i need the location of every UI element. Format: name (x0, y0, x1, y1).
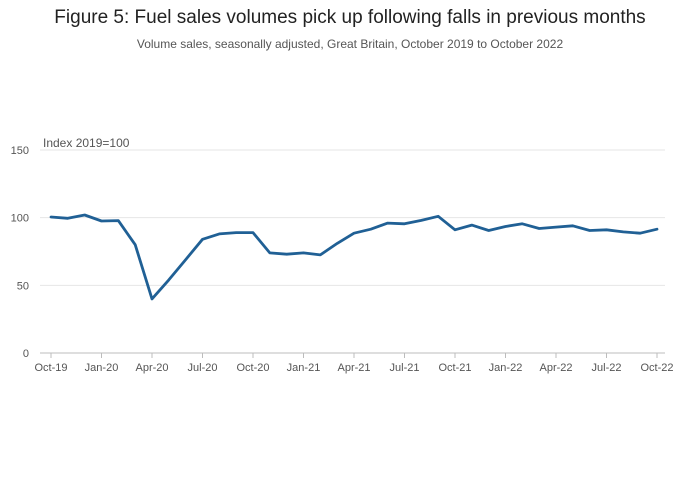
chart-title: Figure 5: Fuel sales volumes pick up fol… (54, 7, 646, 28)
x-tick-label: Jan-21 (287, 362, 321, 374)
series-group (49, 213, 659, 301)
gridlines (40, 149, 665, 354)
x-tick-label: Apr-20 (135, 362, 168, 374)
x-tick-label: Jan-22 (489, 362, 523, 374)
y-tick-label: 0 (23, 348, 29, 360)
x-tick-label: Oct-19 (34, 362, 67, 374)
x-tick-label: Oct-21 (438, 362, 471, 374)
chart-subtitle: Volume sales, seasonally adjusted, Great… (136, 37, 564, 51)
x-tick-label: Jul-22 (592, 362, 622, 374)
x-tick-label: Jul-21 (390, 362, 420, 374)
series-line[interactable] (49, 213, 659, 301)
x-tick-label: Jan-20 (85, 362, 119, 374)
y-axis-label: Index 2019=100 (43, 136, 130, 150)
x-tick-label: Apr-22 (539, 362, 572, 374)
y-tick-label: 150 (11, 145, 29, 157)
y-tick-label: 50 (17, 280, 29, 292)
y-tick-label: 100 (11, 213, 29, 225)
y-axis-ticks: 0 50 100 150 (11, 145, 29, 360)
x-axis: Oct-19 Jan-20 Apr-20 Jul-20 Oct-20 Jan-21 Apr-… (34, 353, 674, 374)
x-tick-label: Apr-21 (337, 362, 370, 374)
x-tick-label: Oct-22 (640, 362, 673, 374)
x-tick-label: Jul-20 (188, 362, 218, 374)
x-tick-label: Oct-20 (236, 362, 269, 374)
